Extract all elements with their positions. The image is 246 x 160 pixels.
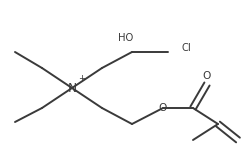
Text: HO: HO bbox=[118, 33, 134, 43]
Text: O: O bbox=[159, 103, 167, 113]
Text: +: + bbox=[78, 73, 86, 83]
Text: N: N bbox=[67, 81, 77, 95]
Text: O: O bbox=[203, 71, 211, 81]
Text: Cl: Cl bbox=[182, 43, 192, 53]
